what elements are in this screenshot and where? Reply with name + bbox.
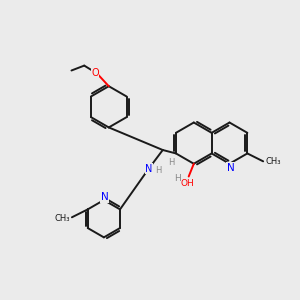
Text: OH: OH [181,179,195,188]
Text: N: N [226,163,234,173]
Text: H: H [174,174,181,183]
Text: CH₃: CH₃ [265,157,280,166]
Text: H: H [155,166,161,175]
Text: H: H [168,158,174,167]
Text: CH₃: CH₃ [55,214,70,223]
Text: N: N [101,192,109,202]
Text: O: O [91,68,99,78]
Text: N: N [145,164,153,174]
